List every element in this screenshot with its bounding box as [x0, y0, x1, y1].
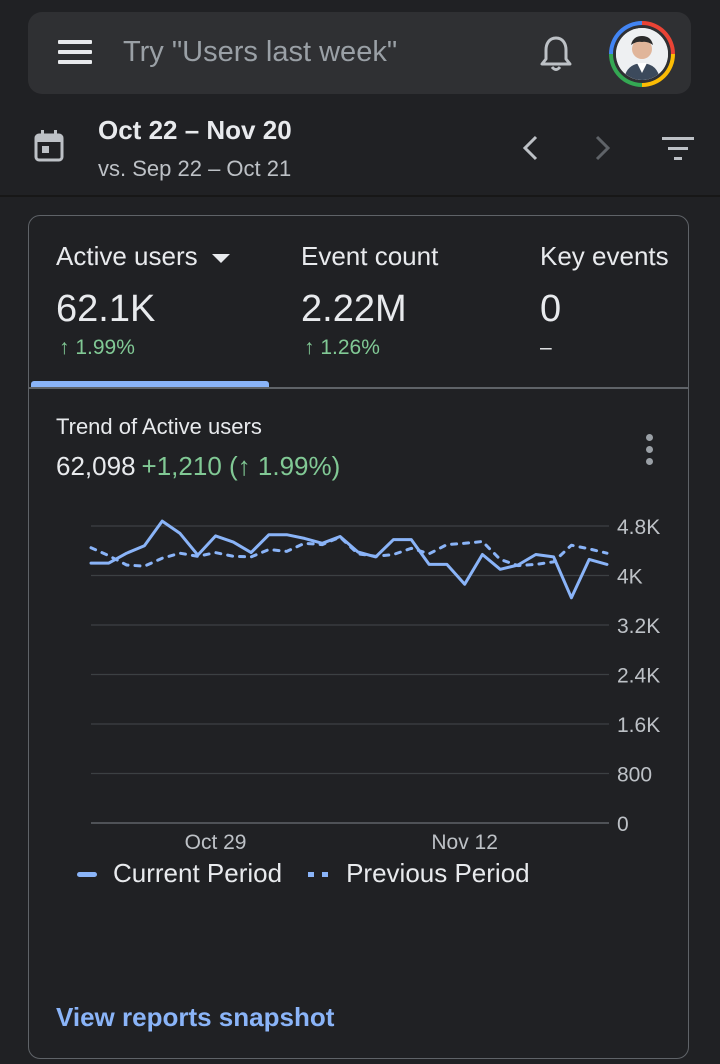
search-input[interactable]: Try "Users last week" [123, 36, 398, 68]
trend-change: +1,210 (↑ 1.99%) [141, 451, 341, 481]
filter-icon[interactable] [660, 135, 696, 163]
metric-value: 62.1K [56, 288, 156, 330]
previous-period-line [89, 535, 609, 568]
metric-delta: – [540, 336, 552, 359]
view-reports-snapshot-link[interactable]: View reports snapshot [56, 1002, 335, 1032]
date-range-label[interactable]: Oct 22 – Nov 20 [98, 115, 292, 145]
current-period-line [89, 519, 609, 600]
metric-tab-key-events[interactable]: Key events 0 – [513, 216, 688, 388]
y-tick-label: 0 [617, 813, 629, 836]
y-tick-label: 4.8K [617, 516, 660, 539]
trend-chart: 0 800 1.6K 2.4K 3.2K 4K 4.8K Oct 29 Nov 12 [89, 516, 660, 854]
calendar-icon[interactable] [34, 130, 64, 162]
metric-tab-active-users[interactable]: Active users 62.1K ↑ 1.99% [29, 216, 269, 388]
metric-label: Active users [56, 241, 230, 272]
metric-value: 0 [540, 288, 562, 330]
y-tick-label: 4K [617, 566, 643, 589]
metric-tab-event-count[interactable]: Event count 2.22M ↑ 1.26% [274, 216, 504, 388]
solid-line-swatch [77, 872, 97, 878]
x-tick-label: Nov 12 [431, 831, 498, 854]
chart-legend: Current Period Previous Period [77, 856, 530, 889]
avatar[interactable] [609, 21, 675, 87]
tab-divider [29, 387, 688, 389]
more-vert-icon[interactable] [643, 434, 655, 468]
metric-delta: ↑ 1.99% [59, 336, 135, 359]
metric-label: Key events [540, 241, 669, 271]
y-tick-label: 3.2K [617, 615, 660, 638]
bell-icon[interactable] [538, 34, 574, 74]
y-tick-label: 2.4K [617, 665, 660, 688]
dropdown-arrow-icon[interactable] [211, 253, 230, 263]
metrics-card: Active users 62.1K ↑ 1.99% Event count 2… [28, 215, 689, 1059]
trend-title: Trend of Active users [56, 414, 262, 439]
compare-range-label: vs. Sep 22 – Oct 21 [98, 156, 292, 181]
date-range-row: Oct 22 – Nov 20 vs. Sep 22 – Oct 21 [0, 100, 720, 195]
search-bar[interactable]: Try "Users last week" [28, 12, 691, 94]
metric-value: 2.22M [301, 288, 407, 330]
y-tick-label: 800 [617, 764, 652, 787]
x-tick-label: Oct 29 [185, 831, 247, 854]
y-tick-label: 1.6K [617, 714, 660, 737]
dashed-line-swatch [308, 872, 331, 878]
metric-delta: ↑ 1.26% [304, 336, 380, 359]
menu-icon[interactable] [58, 40, 92, 66]
trend-total: 62,098 [56, 451, 136, 481]
header-divider [0, 195, 720, 197]
trend-summary: 62,098 +1,210 (↑ 1.99%) [56, 451, 340, 482]
avatar-photo [616, 28, 668, 80]
chevron-left-icon[interactable] [517, 132, 545, 164]
legend-current: Current Period [77, 858, 282, 889]
chevron-right-icon[interactable] [588, 132, 616, 164]
metric-label: Event count [301, 241, 439, 271]
selected-tab-indicator [31, 381, 269, 387]
legend-previous: Previous Period [282, 858, 530, 889]
